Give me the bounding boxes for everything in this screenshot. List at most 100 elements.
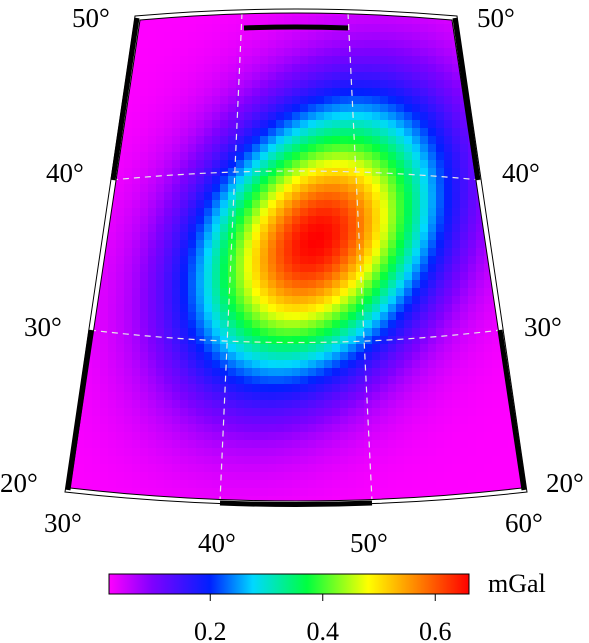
field-cell: [364, 336, 373, 345]
field-cell: [284, 56, 293, 65]
field-cell: [500, 216, 509, 225]
field-cell: [180, 168, 189, 177]
field-cell: [244, 400, 253, 409]
field-cell: [164, 400, 173, 409]
field-cell: [508, 432, 517, 441]
field-cell: [172, 64, 181, 73]
field-cell: [308, 160, 317, 169]
field-cell: [140, 336, 149, 345]
field-cell: [524, 208, 533, 217]
field-cell: [404, 416, 413, 425]
field-cell: [236, 144, 245, 153]
field-cell: [364, 488, 373, 497]
field-cell: [460, 456, 469, 465]
field-cell: [116, 448, 125, 457]
field-cell: [260, 104, 269, 113]
field-cell: [116, 464, 125, 473]
field-cell: [500, 248, 509, 257]
field-cell: [92, 312, 101, 321]
field-cell: [100, 504, 109, 513]
field-cell: [76, 480, 85, 489]
field-cell: [380, 80, 389, 89]
field-cell: [300, 344, 309, 353]
field-cell: [220, 352, 229, 361]
field-cell: [316, 384, 325, 393]
field-cell: [116, 344, 125, 353]
field-cell: [356, 232, 365, 241]
field-cell: [196, 184, 205, 193]
field-cell: [180, 448, 189, 457]
field-cell: [268, 440, 277, 449]
field-cell: [180, 440, 189, 449]
field-cell: [196, 448, 205, 457]
field-cell: [196, 264, 205, 273]
field-cell: [180, 96, 189, 105]
field-cell: [348, 232, 357, 241]
field-cell: [228, 400, 237, 409]
field-cell: [404, 384, 413, 393]
field-cell: [428, 232, 437, 241]
field-cell: [420, 120, 429, 129]
field-cell: [100, 88, 109, 97]
field-cell: [420, 360, 429, 369]
field-cell: [468, 168, 477, 177]
field-cell: [60, 192, 69, 201]
field-cell: [188, 80, 197, 89]
field-cell: [252, 136, 261, 145]
field-cell: [132, 64, 141, 73]
field-cell: [60, 288, 69, 297]
field-cell: [444, 304, 453, 313]
field-cell: [140, 312, 149, 321]
field-cell: [300, 328, 309, 337]
field-cell: [70, 104, 77, 113]
field-cell: [500, 88, 509, 97]
field-cell: [140, 272, 149, 281]
field-cell: [388, 224, 397, 233]
field-cell: [452, 504, 461, 513]
field-cell: [364, 120, 373, 129]
field-cell: [532, 40, 541, 49]
field-cell: [268, 264, 277, 273]
field-cell: [524, 72, 533, 81]
field-cell: [228, 312, 237, 321]
field-cell: [516, 104, 522, 113]
field-cell: [196, 64, 205, 73]
field-cell: [148, 192, 157, 201]
field-cell: [220, 72, 229, 81]
field-cell: [500, 128, 509, 137]
field-cell: [340, 152, 349, 161]
field-cell: [204, 40, 213, 49]
field-cell: [268, 240, 277, 249]
field-cell: [356, 472, 365, 481]
field-cell: [116, 360, 125, 369]
field-cell: [228, 376, 237, 385]
field-cell: [420, 384, 429, 393]
field-cell: [292, 424, 301, 433]
field-cell: [300, 272, 309, 281]
field-cell: [412, 168, 421, 177]
field-cell: [260, 80, 269, 89]
field-cell: [428, 200, 437, 209]
field-cell: [508, 272, 517, 281]
field-cell: [476, 352, 485, 361]
field-cell: [60, 392, 69, 401]
field-cell: [60, 112, 69, 121]
field-cell: [404, 200, 413, 209]
field-cell: [292, 56, 301, 65]
field-cell: [364, 296, 373, 305]
field-cell: [412, 0, 421, 9]
field-cell: [92, 408, 101, 417]
field-cell: [364, 13, 373, 17]
field-cell: [140, 488, 149, 497]
field-cell: [292, 240, 301, 249]
field-cell: [444, 352, 453, 361]
field-cell: [476, 232, 485, 241]
field-cell: [204, 160, 213, 169]
field-cell: [140, 400, 149, 409]
field-cell: [348, 40, 357, 49]
field-cell: [156, 448, 165, 457]
field-cell: [260, 160, 269, 169]
field-cell: [116, 304, 125, 313]
field-cell: [452, 144, 461, 153]
field-cell: [244, 104, 253, 113]
